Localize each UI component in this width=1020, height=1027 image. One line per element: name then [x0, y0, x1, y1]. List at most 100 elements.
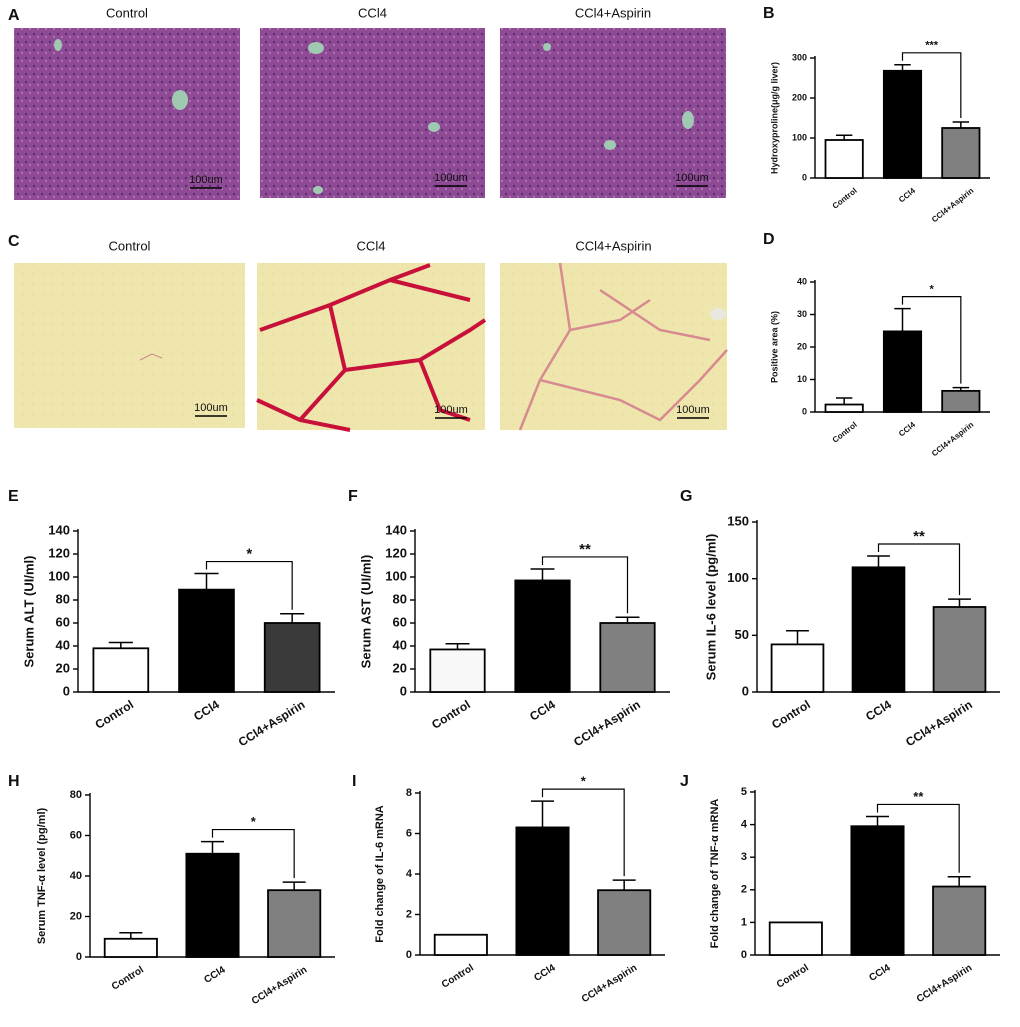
y-tick-label: 0 — [802, 172, 807, 182]
panel-label: F — [348, 488, 358, 505]
x-tick-label: CCl4 — [202, 964, 228, 986]
y-tick-label: 0 — [400, 683, 407, 698]
x-tick-label: CCl4 — [863, 697, 894, 724]
y-tick-label: 1 — [741, 916, 747, 928]
x-tick-label: CCl4+Aspirin — [571, 697, 643, 749]
x-tick-label: Control — [775, 962, 811, 990]
panel-label: I — [352, 773, 356, 790]
y-tick-label: 0 — [76, 951, 82, 963]
y-tick-label: 140 — [385, 522, 407, 537]
bar — [851, 566, 906, 693]
bar — [850, 825, 905, 956]
y-tick-label: 60 — [70, 829, 82, 841]
y-tick-label: 60 — [56, 614, 70, 629]
y-tick-label: 40 — [70, 870, 82, 882]
x-tick-label: CCl4 — [527, 697, 558, 724]
bar — [932, 606, 987, 693]
x-tick-label: Control — [440, 962, 476, 990]
scale-bar-label: 100um — [676, 404, 710, 416]
y-tick-label: 100 — [48, 568, 70, 583]
y-axis-label: Hydroxyproline(μg/g liver) — [769, 62, 779, 174]
panel-label: A — [8, 7, 20, 24]
y-tick-label: 4 — [741, 819, 748, 831]
bar — [92, 647, 150, 693]
bar — [185, 852, 240, 958]
x-tick-label: CCl4 — [867, 962, 893, 984]
y-tick-label: 20 — [56, 660, 70, 675]
y-tick-label: 5 — [741, 786, 747, 798]
y-axis-label: Fold change of TNF-α mRNA — [709, 799, 721, 949]
bar — [824, 403, 864, 413]
x-tick-label: CCl4 — [191, 697, 222, 724]
x-tick-label: CCl4+Aspirin — [930, 186, 975, 224]
y-axis-label: Serum ALT (UI/ml) — [21, 556, 36, 668]
bar — [599, 622, 656, 693]
panel-label: E — [8, 488, 19, 505]
x-tick-label: CCl4+Aspirin — [930, 420, 975, 458]
image-title: CCl4 — [357, 238, 386, 253]
image-title: CCl4 — [358, 5, 387, 20]
y-tick-label: 300 — [792, 52, 807, 62]
y-axis-label: Serum AST (UI/ml) — [358, 555, 373, 669]
x-tick-label: Control — [769, 697, 813, 731]
y-axis-label: Fold change of IL-6 mRNA — [374, 805, 386, 943]
y-tick-label: 20 — [70, 910, 82, 922]
y-tick-label: 0 — [741, 949, 747, 961]
bar — [941, 389, 981, 413]
y-tick-label: 80 — [70, 789, 82, 801]
significance-bracket — [541, 556, 629, 614]
y-tick-label: 30 — [797, 309, 807, 319]
significance-bracket — [877, 543, 961, 596]
scale-bar-label: 100um — [194, 402, 228, 414]
bar — [515, 826, 570, 956]
scale-bar-label: 100um — [434, 404, 468, 416]
panel-label: B — [763, 5, 775, 22]
x-tick-label: CCl4+Aspirin — [250, 964, 309, 1007]
y-tick-label: 4 — [406, 868, 413, 880]
y-tick-label: 100 — [792, 132, 807, 142]
y-tick-label: 10 — [797, 374, 807, 384]
bar — [768, 921, 823, 956]
significance-label: * — [246, 546, 252, 563]
x-tick-label: Control — [93, 697, 137, 731]
x-tick-label: Control — [831, 420, 859, 445]
significance-bracket — [876, 803, 960, 873]
significance-label: *** — [925, 40, 939, 52]
scale-bar-label: 100um — [434, 172, 468, 184]
histology-decor — [14, 28, 728, 432]
scale-bar-label: 100um — [675, 172, 709, 184]
x-tick-label: CCl4+Aspirin — [903, 697, 975, 749]
y-tick-label: 0 — [63, 683, 70, 698]
y-tick-label: 200 — [792, 92, 807, 102]
y-tick-label: 60 — [393, 614, 407, 629]
y-tick-label: 40 — [56, 637, 70, 652]
bar — [263, 622, 321, 693]
bar — [103, 937, 158, 958]
panel-label: C — [8, 233, 20, 250]
image-title: Control — [109, 238, 151, 253]
significance-label: ** — [913, 528, 925, 545]
y-tick-label: 140 — [48, 522, 70, 537]
y-tick-label: 2 — [406, 908, 412, 920]
y-axis-label: Serum TNF-α level (pg/ml) — [36, 808, 48, 945]
y-tick-label: 80 — [56, 591, 70, 606]
bar — [882, 69, 923, 179]
y-tick-label: 0 — [406, 949, 412, 961]
y-tick-label: 2 — [741, 884, 747, 896]
image-title: Control — [106, 5, 148, 20]
image-title: CCl4+Aspirin — [575, 238, 651, 253]
y-tick-label: 150 — [727, 513, 749, 528]
x-tick-label: CCl4+Aspirin — [580, 962, 639, 1005]
y-axis-label: Positive area (%) — [769, 311, 779, 383]
x-tick-label: Control — [110, 964, 146, 992]
y-tick-label: 8 — [406, 787, 412, 799]
y-tick-label: 0 — [802, 406, 807, 416]
significance-bracket — [901, 52, 962, 118]
bar — [882, 330, 923, 413]
y-tick-label: 40 — [797, 276, 807, 286]
bar — [267, 889, 322, 958]
y-tick-label: 20 — [393, 660, 407, 675]
panel-label: G — [680, 488, 692, 505]
x-tick-label: CCl4+Aspirin — [915, 962, 974, 1005]
